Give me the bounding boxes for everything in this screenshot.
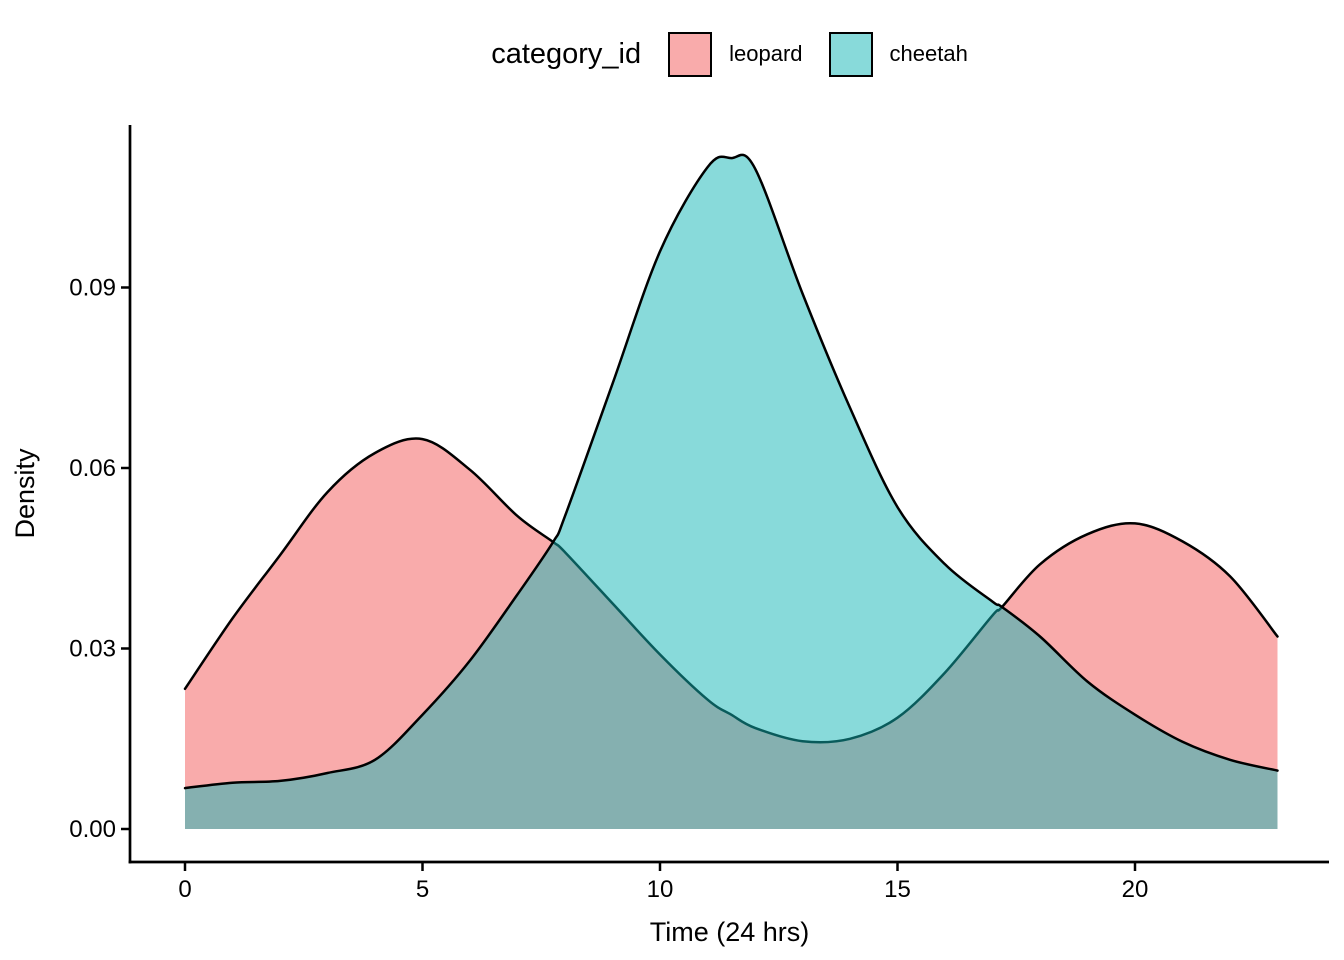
x-tick-label: 0 [178,876,191,903]
legend-title: category_id [491,37,642,70]
y-tick-label: 0.00 [69,816,116,843]
x-tick-label: 5 [416,876,429,903]
legend-key-cheetah: cheetah [828,31,968,77]
y-tick-label: 0.03 [69,636,116,663]
y-tick-label: 0.06 [69,455,116,482]
x-tick-label: 20 [1122,876,1149,903]
x-tick-label: 15 [884,876,911,903]
x-axis-title: Time (24 hrs) [650,917,810,947]
cheetah-density-area [185,154,1278,830]
x-tick-label: 10 [647,876,674,903]
y-axis-title: Density [10,448,40,539]
cheetah-color-swatch [828,31,873,77]
legend-key-leopard: leopard [668,31,803,77]
legend-label-cheetah: cheetah [889,41,968,66]
y-tick-label: 0.09 [69,275,116,302]
cheetah-density-curve [183,153,1279,790]
legend-label-leopard: leopard [729,41,803,66]
chart-legend: category_id leopard cheetah [130,26,1329,82]
leopard-color-swatch [668,31,713,77]
